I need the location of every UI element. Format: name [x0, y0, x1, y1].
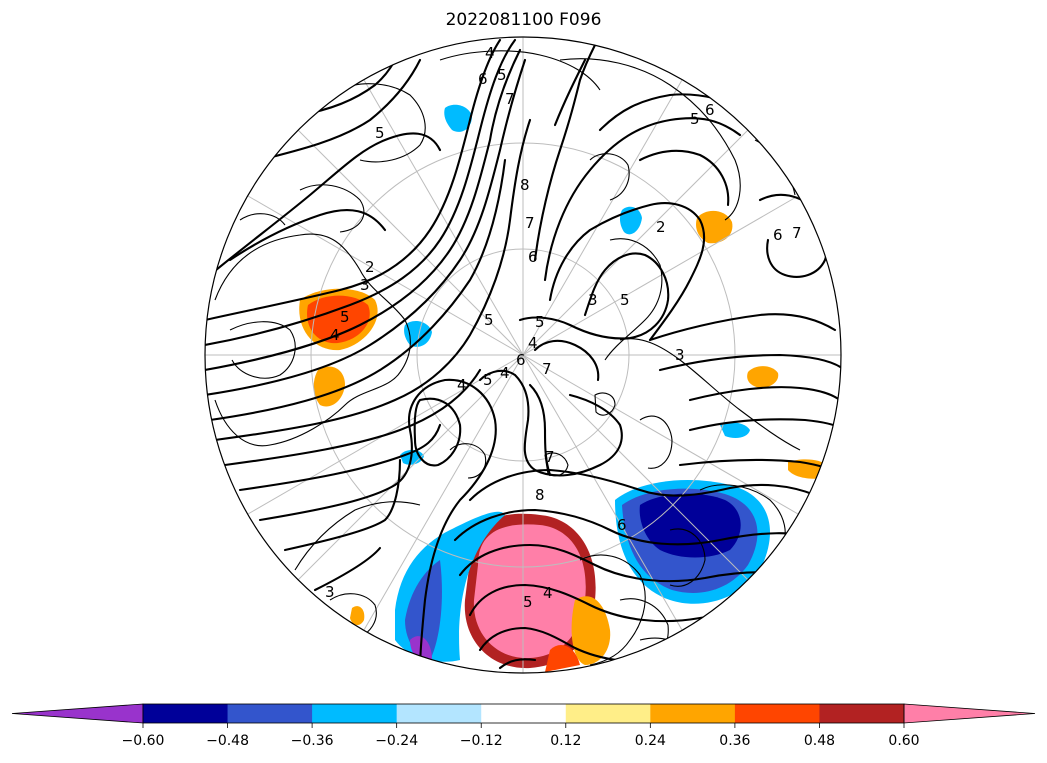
colorbar-tick-label: −0.24 — [375, 733, 418, 749]
colorbar-tick-label: −0.12 — [460, 733, 503, 749]
contour-label: 4 — [457, 376, 467, 394]
contour-label: 4 — [330, 326, 340, 344]
contour-label: 8 — [535, 486, 545, 504]
colorbar-bin — [819, 704, 905, 723]
colorbar-tick-label: −0.60 — [122, 733, 165, 749]
colorbar-tick-label: 0.60 — [888, 733, 919, 749]
contour-label: 4 — [500, 364, 510, 382]
colorbar-bin — [565, 704, 651, 723]
contour-label: 6 — [617, 516, 627, 534]
contour-label: 3 — [675, 346, 685, 364]
contour-label: 4 — [543, 584, 553, 602]
contour-label: 7 — [525, 214, 535, 232]
contour-labels: 4 5 6 7 5 8 7 6 5 4 6 7 5 3 2 5 3 6 7 6 … — [325, 44, 802, 611]
contour-label: 7 — [792, 224, 802, 242]
contour-label: 6 — [528, 248, 538, 266]
contour-label: 7 — [545, 448, 555, 466]
contour-label: 7 — [542, 360, 552, 378]
colorbar-bin — [650, 704, 736, 723]
contour-label: 5 — [375, 124, 385, 142]
colorbar-tick-label: 0.24 — [635, 733, 666, 749]
polar-stereographic-map: 4 5 6 7 5 8 7 6 5 4 6 7 5 3 2 5 3 6 7 6 … — [204, 36, 842, 674]
contour-label: 8 — [520, 176, 530, 194]
colorbar-over-extension — [903, 703, 1036, 724]
contour-label: 6 — [516, 351, 526, 369]
contour-label: 5 — [340, 308, 350, 326]
colorbar: −0.60 −0.48 −0.36 −0.24 −0.12 0.12 0.24 0.36 0.4… — [11, 703, 1036, 749]
contour-label: 4 — [485, 44, 495, 62]
shaded-anomaly-field — [299, 104, 828, 672]
colorbar-tick-label: −0.48 — [206, 733, 249, 749]
colorbar-bin — [734, 704, 820, 723]
contour-label: 5 — [484, 311, 494, 329]
contour-label: 5 — [523, 593, 533, 611]
contour-label: 5 — [483, 371, 493, 389]
colorbar-tick-label: 0.36 — [719, 733, 750, 749]
colorbar-bin — [227, 704, 313, 723]
colorbar-bin — [481, 704, 567, 723]
contour-label: 5 — [690, 110, 700, 128]
colorbar-tick-label: −0.36 — [291, 733, 334, 749]
contour-label: 6 — [773, 226, 783, 244]
contour-lines — [205, 38, 841, 672]
contour-label: 4 — [528, 334, 538, 352]
contour-label: 2 — [656, 218, 666, 236]
contour-label: 3 — [588, 291, 598, 309]
colorbar-under-extension — [11, 703, 144, 724]
contour-label: 2 — [365, 258, 375, 276]
contour-label: 6 — [705, 101, 715, 119]
contour-label: 5 — [620, 291, 630, 309]
colorbar-bin — [143, 704, 229, 723]
contour-label: 6 — [478, 70, 488, 88]
contour-label: 7 — [505, 90, 515, 108]
contour-label: 5 — [535, 313, 545, 331]
colorbar-frame — [142, 703, 905, 724]
map-boundary — [204, 36, 842, 674]
contour-label: 5 — [497, 66, 507, 84]
colorbar-tick-label: 0.48 — [804, 733, 835, 749]
colorbar-bin — [312, 704, 398, 723]
contour-label: 3 — [325, 583, 335, 601]
contour-label: 3 — [360, 276, 370, 294]
map-title: 2022081100 F096 — [445, 10, 602, 30]
colorbar-bin — [396, 704, 482, 723]
colorbar-tick-label: 0.12 — [550, 733, 581, 749]
